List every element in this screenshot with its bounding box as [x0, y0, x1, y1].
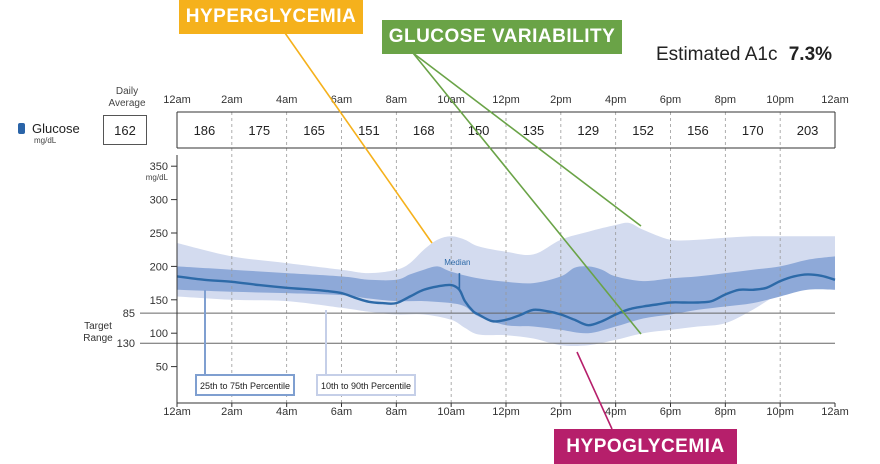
glucose-meter-icon	[18, 123, 25, 134]
y-unit-label: mg/dL	[146, 173, 169, 182]
x-tick-label-bottom: 4am	[276, 406, 297, 418]
legend-25-75-box	[195, 374, 295, 396]
x-tick-label-bottom: 6pm	[660, 406, 681, 418]
hourly-average-value: 156	[687, 123, 709, 138]
x-tick-label-bottom: 8am	[386, 406, 407, 418]
x-tick-label-bottom: 10pm	[766, 406, 794, 418]
glucose-label: Glucose	[32, 121, 80, 136]
hyperglycemia-pointer	[284, 32, 433, 244]
x-tick-label-top: 4pm	[605, 94, 626, 106]
hourly-average-value: 135	[523, 123, 545, 138]
hourly-average-value: 165	[303, 123, 325, 138]
legend-10-90-label: 10th to 90th Percentile	[321, 381, 411, 391]
x-tick-label-top: 8pm	[715, 94, 736, 106]
hourly-average-value: 170	[742, 123, 764, 138]
legend-10-90-box	[316, 374, 416, 396]
x-tick-label-bottom: 12am	[163, 406, 191, 418]
a1c-label: Estimated A1c	[656, 44, 778, 65]
x-tick-label-bottom: 12pm	[492, 406, 520, 418]
variability-pointer-upper	[412, 52, 642, 227]
x-tick-label-bottom: 2pm	[550, 406, 571, 418]
hourly-average-value: 175	[248, 123, 270, 138]
legend-25-75-label: 25th to 75th Percentile	[200, 381, 290, 391]
a1c-value: 7.3%	[788, 44, 833, 65]
y-tick-label: 350	[150, 161, 168, 173]
x-tick-label-bottom: 8pm	[715, 406, 736, 418]
x-tick-label-bottom: 2am	[221, 406, 242, 418]
hourly-average-value: 186	[194, 123, 216, 138]
x-tick-label-top: 2am	[221, 94, 242, 106]
x-tick-label-bottom: 6am	[331, 406, 352, 418]
x-tick-label-top: 2pm	[550, 94, 571, 106]
x-tick-label-bottom: 12am	[821, 406, 849, 418]
x-tick-label-top: 8am	[386, 94, 407, 106]
y-tick-label: 300	[150, 195, 168, 207]
target-range-label: Target Range	[83, 321, 113, 344]
x-tick-label-top: 4am	[276, 94, 297, 106]
target-tick-label: 130	[117, 338, 135, 350]
hourly-average-value: 203	[797, 123, 819, 138]
hypoglycemia-callout: HYPOGLYCEMIA	[554, 429, 737, 464]
median-label: Median	[444, 258, 470, 267]
glucose-variability-callout: GLUCOSE VARIABILITY	[382, 20, 622, 54]
hourly-average-value: 168	[413, 123, 435, 138]
hypoglycemia-pointer	[576, 351, 613, 430]
target-tick-label: 85	[123, 308, 135, 320]
y-tick-label: 100	[150, 328, 168, 340]
x-tick-label-bottom: 10am	[437, 406, 465, 418]
hyperglycemia-callout: HYPERGLYCEMIA	[179, 0, 363, 34]
x-tick-label-top: 6am	[331, 94, 352, 106]
hourly-average-value: 152	[632, 123, 654, 138]
hourly-average-value: 151	[358, 123, 380, 138]
x-tick-label-top: 12am	[821, 94, 849, 106]
daily-average-value: 162	[103, 115, 147, 145]
daily-average-label: Daily Average	[108, 86, 146, 109]
variability-pointer-lower	[412, 52, 642, 335]
median-line	[176, 273, 836, 327]
x-tick-label-top: 10pm	[766, 94, 794, 106]
y-tick-label: 250	[150, 228, 168, 240]
y-tick-label: 200	[150, 261, 168, 273]
estimated-a1c: Estimated A1c 7.3%	[656, 44, 832, 66]
x-tick-label-bottom: 4pm	[605, 406, 626, 418]
x-tick-label-top: 6pm	[660, 94, 681, 106]
glucose-unit: mg/dL	[34, 136, 57, 145]
y-tick-label: 150	[150, 295, 168, 307]
x-tick-label-top: 12pm	[492, 94, 520, 106]
y-tick-label: 50	[156, 362, 168, 374]
x-tick-label-top: 12am	[163, 94, 191, 106]
hourly-average-value: 129	[577, 123, 599, 138]
